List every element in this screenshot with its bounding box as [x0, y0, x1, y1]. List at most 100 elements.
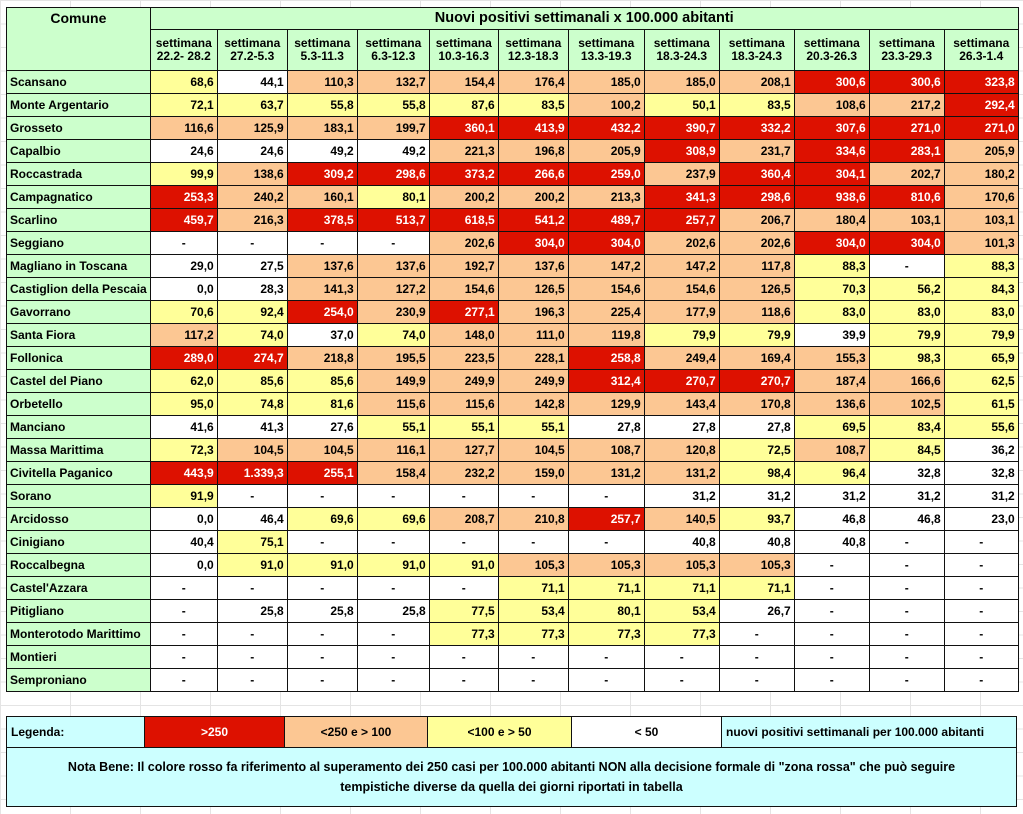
value-cell: 254,0: [286, 300, 358, 324]
value-cell: 31,2: [718, 484, 795, 508]
value-cell: 63,7: [216, 93, 288, 117]
value-cell: 95,0: [149, 392, 218, 416]
value-cell: 70,3: [793, 277, 870, 301]
value-cell: 202,6: [643, 231, 720, 255]
value-cell: 31,2: [868, 484, 945, 508]
value-cell: 443,9: [149, 461, 218, 485]
value-cell: 541,2: [497, 208, 569, 232]
value-cell: 65,9: [943, 346, 1019, 370]
value-cell: -: [428, 645, 499, 669]
value-cell: 334,6: [793, 139, 870, 163]
value-cell: 119,8: [567, 323, 645, 347]
value-cell: 79,9: [868, 323, 945, 347]
week-range: 20.3-26.3: [806, 49, 858, 63]
value-cell: 292,4: [943, 93, 1019, 117]
value-cell: 158,4: [356, 461, 430, 485]
value-cell: 91,0: [286, 553, 358, 577]
comune-name: Campagnatico: [6, 185, 151, 209]
value-cell: -: [943, 645, 1019, 669]
value-cell: 237,9: [643, 162, 720, 186]
value-cell: -: [149, 231, 218, 255]
value-cell: 253,3: [149, 185, 218, 209]
value-cell: -: [286, 530, 358, 554]
value-cell: 240,2: [216, 185, 288, 209]
week-prefix: settimana: [878, 36, 935, 50]
week-range: 10.3-16.3: [438, 49, 490, 63]
value-cell: 208,1: [718, 70, 795, 94]
value-cell: -: [868, 576, 945, 600]
value-cell: -: [216, 231, 288, 255]
value-cell: 80,1: [567, 599, 645, 623]
week-prefix: settimana: [224, 36, 281, 50]
value-cell: 28,3: [216, 277, 288, 301]
value-cell: 111,0: [497, 323, 569, 347]
week-header: settimana 18.3-24.3: [718, 29, 795, 71]
value-cell: 459,7: [149, 208, 218, 232]
value-cell: 187,4: [793, 369, 870, 393]
value-cell: -: [567, 530, 645, 554]
value-cell: 88,3: [793, 254, 870, 278]
value-cell: 159,0: [497, 461, 569, 485]
value-cell: 378,5: [286, 208, 358, 232]
value-cell: 142,8: [497, 392, 569, 416]
value-cell: 266,6: [497, 162, 569, 186]
value-cell: 249,9: [497, 369, 569, 393]
value-cell: 24,6: [216, 139, 288, 163]
value-cell: 270,7: [643, 369, 720, 393]
value-cell: 80,1: [356, 185, 430, 209]
comune-name: Pitigliano: [6, 599, 151, 623]
value-cell: 41,3: [216, 415, 288, 439]
week-range: 5.3-11.3: [300, 49, 344, 63]
week-range: 18.3-24.3: [656, 49, 708, 63]
value-cell: 489,7: [567, 208, 645, 232]
value-cell: 148,0: [428, 323, 499, 347]
value-cell: 221,3: [428, 139, 499, 163]
value-cell: 271,0: [868, 116, 945, 140]
value-cell: 55,8: [356, 93, 430, 117]
value-cell: -: [718, 622, 795, 646]
value-cell: 101,3: [943, 231, 1019, 255]
value-cell: -: [868, 254, 945, 278]
value-cell: 27,8: [643, 415, 720, 439]
value-cell: 180,2: [943, 162, 1019, 186]
value-cell: -: [428, 484, 499, 508]
week-header: settimana 23.3-29.3: [868, 29, 945, 71]
value-cell: 304,0: [567, 231, 645, 255]
value-cell: 199,7: [356, 116, 430, 140]
value-cell: 149,9: [356, 369, 430, 393]
week-header: settimana 13.3-19.3: [567, 29, 645, 71]
value-cell: 138,6: [216, 162, 288, 186]
value-cell: 103,1: [943, 208, 1019, 232]
value-cell: 0,0: [149, 553, 218, 577]
legend-description: nuovi positivi settimanali per 100.000 a…: [721, 716, 1017, 748]
value-cell: 49,2: [286, 139, 358, 163]
comune-header: Comune: [6, 7, 151, 71]
value-cell: 72,5: [718, 438, 795, 462]
comune-name: Cinigiano: [6, 530, 151, 554]
value-cell: 61,5: [943, 392, 1019, 416]
table-row: Roccastrada 99,9 138,6 309,2 298,6 373,2 266,6…: [6, 162, 1019, 186]
value-cell: 91,0: [356, 553, 430, 577]
value-cell: 200,2: [497, 185, 569, 209]
value-cell: 192,7: [428, 254, 499, 278]
value-cell: 62,0: [149, 369, 218, 393]
table-row: Capalbio 24,6 24,6 49,2 49,2 221,3 196,8 205,9 3…: [6, 139, 1019, 163]
value-cell: -: [868, 553, 945, 577]
week-header: settimana 20.3-26.3: [793, 29, 870, 71]
value-cell: -: [216, 668, 288, 692]
value-cell: 108,7: [793, 438, 870, 462]
value-cell: 104,5: [216, 438, 288, 462]
value-cell: 210,8: [497, 507, 569, 531]
value-cell: 50,1: [643, 93, 720, 117]
value-cell: 390,7: [643, 116, 720, 140]
value-cell: 40,4: [149, 530, 218, 554]
value-cell: 323,8: [943, 70, 1019, 94]
value-cell: 126,5: [497, 277, 569, 301]
value-cell: 39,9: [793, 323, 870, 347]
value-cell: 91,0: [216, 553, 288, 577]
comune-name: Roccastrada: [6, 162, 151, 186]
note-line-2: tempistiche diverse da quella dei giorni…: [340, 780, 683, 794]
value-cell: 231,7: [718, 139, 795, 163]
table-row: Gavorrano 70,6 92,4 254,0 230,9 277,1 196,3 225…: [6, 300, 1019, 324]
value-cell: 228,1: [497, 346, 569, 370]
